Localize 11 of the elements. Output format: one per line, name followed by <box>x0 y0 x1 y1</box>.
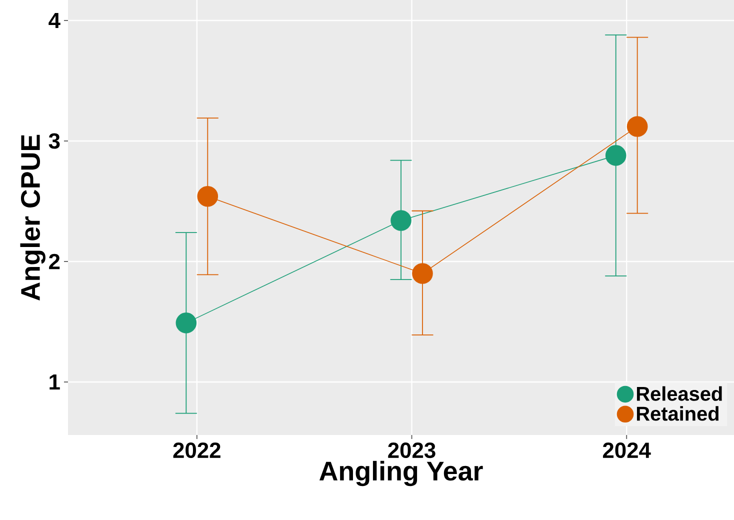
x-axis-title: Angling Year <box>319 460 483 486</box>
y-tick-label: 1 <box>50 374 60 390</box>
legend-label: Released <box>636 386 722 401</box>
x-tick-label: 2023 <box>388 442 436 458</box>
y-tick-label: 2 <box>49 254 60 270</box>
x-tick-label: 2022 <box>173 442 220 458</box>
y-tick-label: 3 <box>48 133 60 149</box>
x-tick-label: 2024 <box>602 442 651 458</box>
y-tick-label: 4 <box>48 12 60 28</box>
y-axis-title: Angler CPUE <box>20 134 46 301</box>
legend-label: Retained <box>636 406 718 421</box>
